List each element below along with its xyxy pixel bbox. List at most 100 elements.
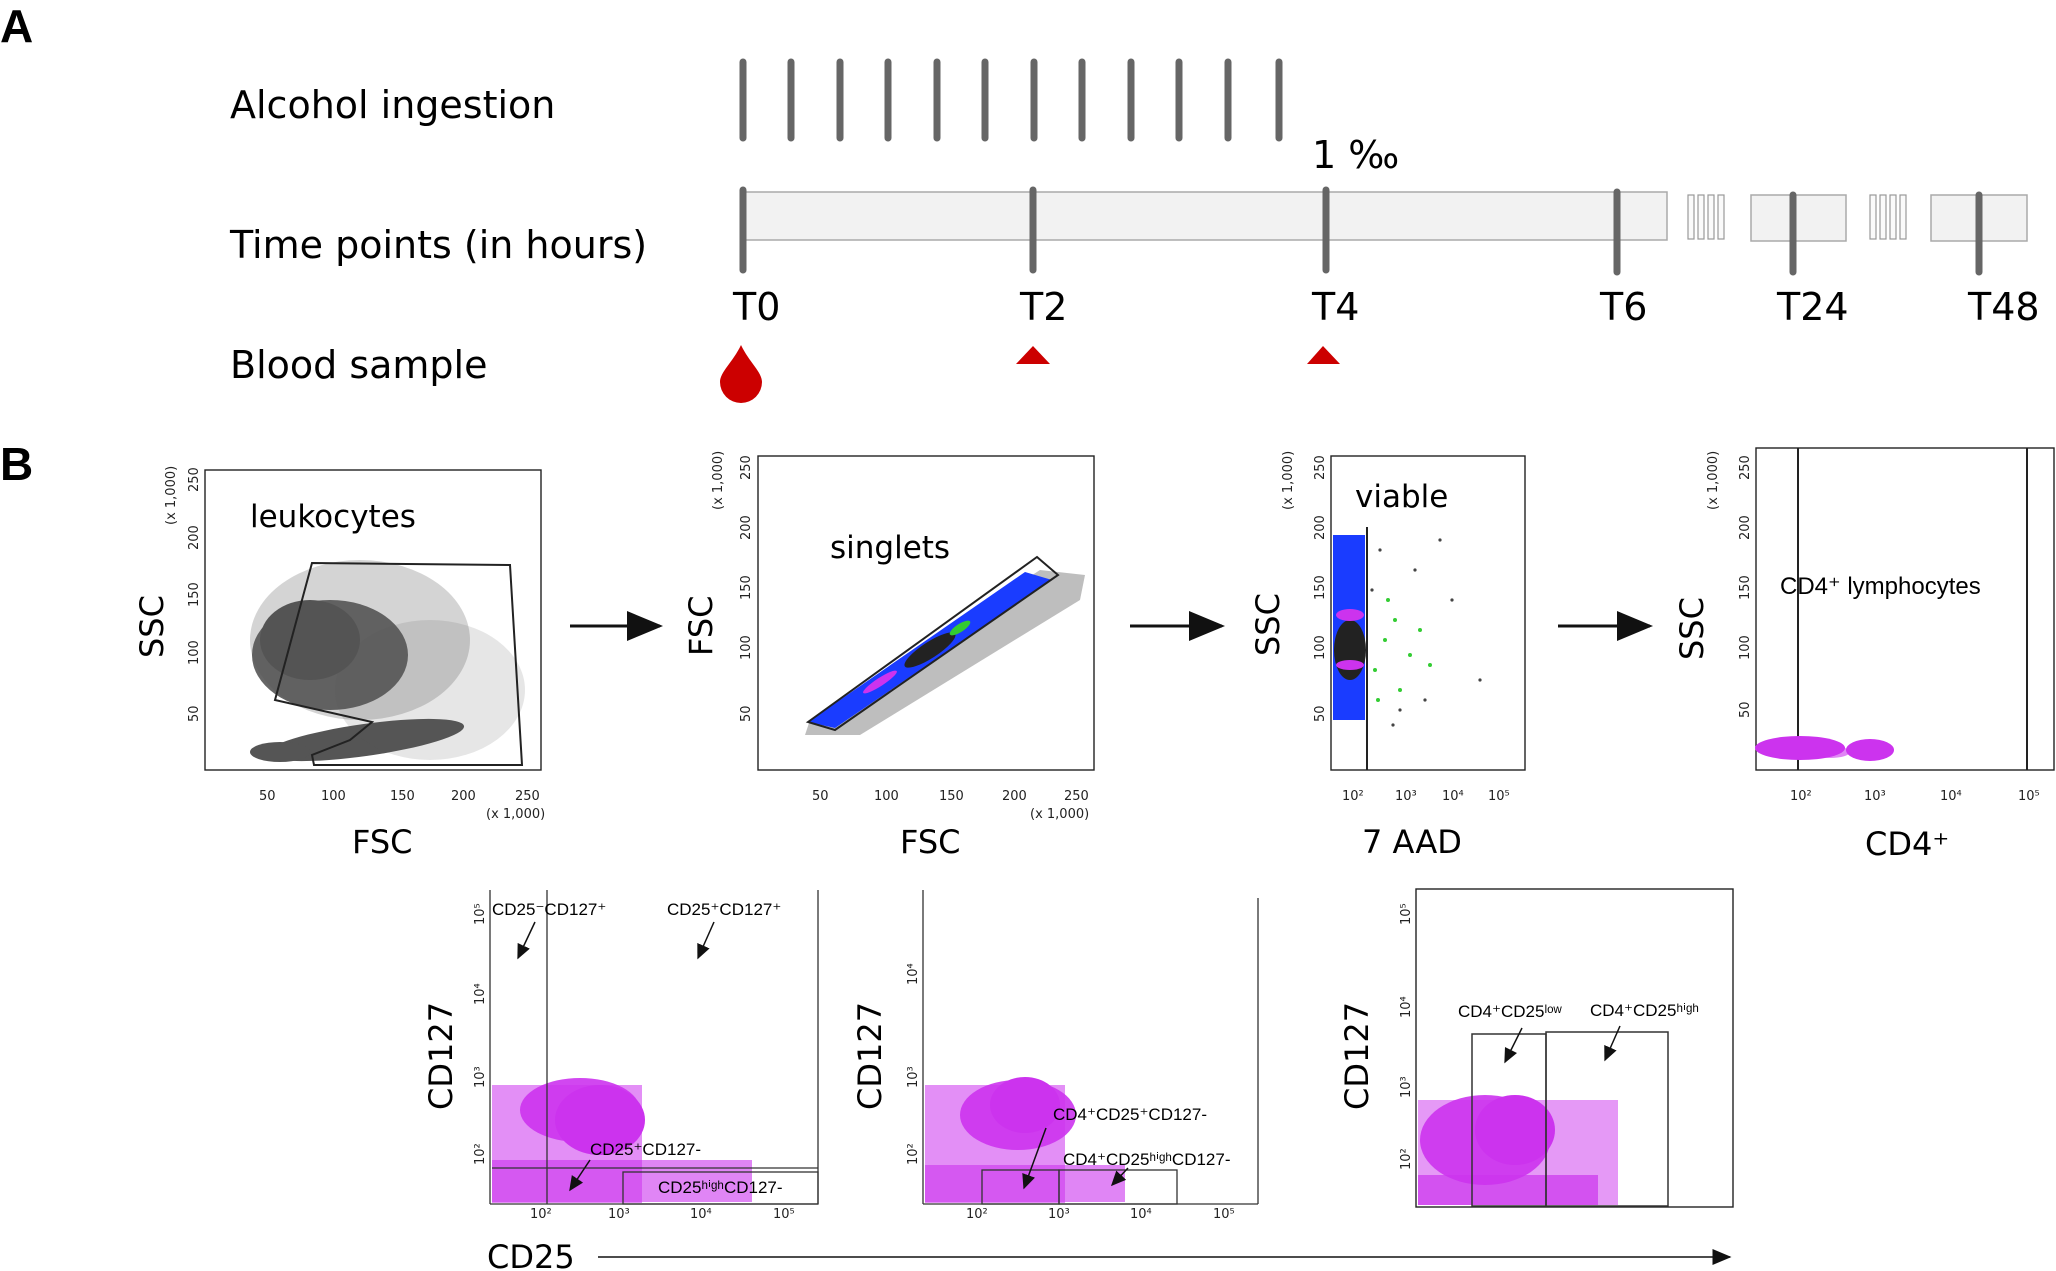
xlabel-leukocytes: FSC — [352, 823, 413, 861]
plot-viable: viable 7 AAD SSC (x 1,000) 10² 10³ 10⁴ 1… — [1249, 451, 1526, 861]
tick: 200 — [739, 515, 754, 540]
tick: 10⁴ — [906, 963, 921, 985]
scale-label-singlets: (x 1,000) — [711, 451, 726, 510]
bac-label: 1 ‰ — [1312, 133, 1399, 177]
tick: 100 — [321, 789, 346, 804]
tick: 10³ — [608, 1207, 630, 1222]
xlabel-viable: 7 AAD — [1362, 823, 1462, 861]
tick: 100 — [187, 640, 202, 665]
tick: 250 — [1064, 789, 1089, 804]
tick: 10³ — [906, 1066, 921, 1088]
singlet-gate — [805, 555, 1060, 732]
tick: 150 — [939, 789, 964, 804]
gate-label-cd25-low: CD4⁺CD25ˡᵒʷ — [1458, 1002, 1563, 1021]
gate-label-cd25-high: CD4⁺CD25ʰⁱᵍʰ — [1590, 1001, 1699, 1020]
lower-ylabel-1: CD127 — [422, 1002, 460, 1110]
tick: 200 — [451, 789, 476, 804]
blood-drop-icon — [720, 345, 762, 403]
timeline-break-2 — [1869, 194, 1907, 240]
tick: 50 — [1738, 701, 1753, 718]
tick: 10³ — [473, 1066, 488, 1088]
tick: 250 — [1738, 455, 1753, 480]
tick: 10³ — [1395, 789, 1417, 804]
gate-label-leukocytes: leukocytes — [250, 499, 416, 535]
tick: 10³ — [1048, 1207, 1070, 1222]
tick: 10⁴ — [473, 983, 488, 1005]
plot-leukocytes: leukocytes FSC SSC (x 1,000) (x 1,000) 5… — [133, 466, 545, 861]
cd25-events — [1418, 1095, 1618, 1205]
scale-label-singlets-x: (x 1,000) — [1030, 807, 1089, 822]
xlabel-singlets: FSC — [900, 823, 961, 861]
ylabel-cd4: SSC — [1673, 597, 1711, 660]
tick: 150 — [187, 582, 202, 607]
tick: 10⁴ — [1442, 789, 1464, 804]
timeline-break-1 — [1687, 194, 1725, 240]
time-point-t0: T0 — [732, 285, 780, 329]
tick: 10² — [1399, 1148, 1414, 1170]
tick: 10² — [906, 1143, 921, 1165]
time-point-t2: T2 — [1019, 285, 1067, 329]
tick: 10³ — [1399, 1076, 1414, 1098]
tick: 100 — [1313, 635, 1328, 660]
time-point-t24: T24 — [1776, 285, 1849, 329]
tick: 10⁴ — [1940, 789, 1962, 804]
time-point-t6: T6 — [1599, 285, 1647, 329]
scale-label-leukocytes: (x 1,000) — [164, 466, 179, 525]
tick: 10² — [473, 1143, 488, 1165]
tick: 50 — [259, 789, 276, 804]
quadrant-label-cd25neg-cd127pos: CD25⁻CD127⁺ — [492, 900, 606, 919]
tick: 50 — [739, 705, 754, 722]
tick: 10³ — [1864, 789, 1886, 804]
ylabel-leukocytes: SSC — [133, 595, 171, 658]
tick: 250 — [739, 455, 754, 480]
tick: 10² — [530, 1207, 552, 1222]
row-label-blood: Blood sample — [230, 343, 487, 387]
tick: 100 — [739, 635, 754, 660]
quadrant-label-cd25pos-cd127pos: CD25⁺CD127⁺ — [667, 900, 781, 919]
panel-b-letter: B — [0, 438, 33, 490]
plot-cd25-cd127-quadrants: CD25⁻CD127⁺ CD25⁺CD127⁺ CD25⁺CD127- CD25… — [473, 890, 819, 1222]
quadrant-events — [492, 1078, 752, 1203]
tick: 150 — [1313, 575, 1328, 600]
tick: 150 — [390, 789, 415, 804]
tick: 100 — [874, 789, 899, 804]
tick: 200 — [187, 525, 202, 550]
tick: 200 — [1002, 789, 1027, 804]
time-point-t48: T48 — [1967, 285, 2040, 329]
gate-label-cd4-cd25pos-cd127neg: CD4⁺CD25⁺CD127- — [1053, 1105, 1207, 1124]
scale-label-cd4: (x 1,000) — [1706, 451, 1721, 510]
plot-cd4-lymphocytes: CD4⁺ lymphocytes CD4⁺ SSC (x 1,000) 10² … — [1673, 447, 2055, 863]
tick: 10⁴ — [1399, 996, 1414, 1018]
viable-events — [1333, 535, 1482, 727]
lower-ylabel-3: CD127 — [1338, 1002, 1376, 1110]
lower-xlabel-cd25: CD25 — [487, 1238, 575, 1271]
cd4-events — [1755, 736, 1894, 761]
quadrant-label-cd25high-cd127neg: CD25ʰⁱᵍʰCD127- — [658, 1178, 783, 1197]
quadrant-label-cd25pos-cd127neg: CD25⁺CD127- — [590, 1140, 701, 1159]
xlabel-cd4: CD4⁺ — [1865, 825, 1949, 863]
gate-label-singlets: singlets — [830, 530, 950, 566]
lower-ylabel-2: CD127 — [851, 1002, 889, 1110]
tick: 10⁵ — [1488, 789, 1510, 804]
plot-cd4-cd25-cd127: CD4⁺CD25⁺CD127- CD4⁺CD25ʰⁱᵍʰCD127- 10⁴ 1… — [906, 890, 1259, 1222]
tick: 10⁴ — [1130, 1207, 1152, 1222]
leukocyte-gate — [273, 561, 524, 766]
tick: 50 — [187, 705, 202, 722]
tick: 10⁵ — [473, 903, 488, 925]
tick: 10² — [966, 1207, 988, 1222]
gate-label-cd4-cd25high-cd127neg: CD4⁺CD25ʰⁱᵍʰCD127- — [1063, 1150, 1231, 1169]
row-label-alcohol: Alcohol ingestion — [230, 83, 555, 127]
leukocyte-events — [250, 560, 525, 762]
tick: 150 — [1738, 575, 1753, 600]
tick: 10⁴ — [690, 1207, 712, 1222]
tick: 10⁵ — [2018, 789, 2040, 804]
gate-label-viable: viable — [1355, 479, 1448, 515]
red-triangle-icon — [1307, 346, 1340, 364]
tick: 50 — [1313, 705, 1328, 722]
red-triangle-icon — [1016, 346, 1050, 364]
tick: 10⁵ — [1399, 903, 1414, 925]
tick: 100 — [1738, 635, 1753, 660]
tick: 150 — [739, 575, 754, 600]
plot-singlets: singlets FSC FSC (x 1,000) (x 1,000) 50 … — [682, 451, 1095, 861]
